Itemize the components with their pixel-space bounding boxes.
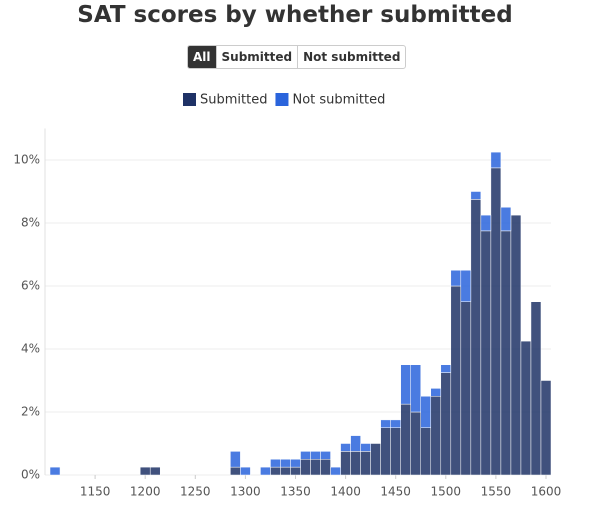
bar [480,230,492,476]
bar [350,451,361,476]
bar [480,214,492,232]
bar [410,411,421,476]
bar [260,466,271,476]
bar [540,380,552,476]
bar [280,459,291,468]
bar [149,466,161,476]
bar [460,301,472,476]
bar [400,364,411,405]
bar [430,396,442,476]
bar [440,372,452,476]
bar [470,191,482,200]
bar [490,167,502,476]
bar [420,396,432,428]
bar [380,419,391,428]
bar [270,466,281,476]
x-tick-label: 1250 [180,485,211,499]
bar [390,419,401,428]
bar [350,435,361,452]
bar [420,427,432,476]
bar [230,451,241,468]
bar [330,466,341,476]
bar [300,459,311,476]
y-tick-label: 6% [21,279,40,293]
bar [520,340,532,476]
legend-label: Submitted [200,93,267,108]
bar [440,364,452,373]
bar [360,443,371,452]
bar [490,151,502,169]
legend-label: Not submitted [292,93,385,108]
bar [240,466,251,476]
filter-button[interactable]: Submitted [215,46,298,68]
x-tick-label: 1150 [80,485,111,499]
x-tick-label: 1500 [431,485,462,499]
bar [370,443,381,476]
bar [430,388,442,397]
bar [320,451,331,460]
bar [310,451,321,460]
bar [450,270,462,287]
bar [360,451,371,476]
y-tick-label: 0% [21,468,40,482]
y-tick-label: 8% [21,216,40,230]
bar [500,207,512,232]
x-tick-label: 1450 [380,485,411,499]
y-tick-label: 4% [21,342,40,356]
bar [320,459,331,476]
bar [310,459,321,476]
bar [460,270,472,302]
legend-swatch [183,93,196,106]
bar [390,427,401,476]
x-tick-label: 1400 [330,485,361,499]
y-tick-label: 2% [21,405,40,419]
bar [280,466,291,476]
x-tick-label: 1550 [481,485,512,499]
bar [470,199,482,476]
bar [270,459,281,468]
filter-group: All Submitted Not submitted [187,45,407,69]
bar [340,443,351,452]
legend-swatch [275,93,289,106]
bar [290,466,301,476]
bar [380,427,391,476]
x-tick-label: 1600 [531,485,562,499]
bar [49,466,61,476]
bar [290,459,301,468]
bar [450,285,462,476]
bar [300,451,311,460]
x-tick-label: 1200 [130,485,161,499]
chart-title: SAT scores by whether submitted [77,2,513,28]
filter-button[interactable]: Not submitted [297,46,405,68]
y-tick-label: 10% [13,153,40,167]
bar [400,403,411,476]
x-tick-label: 1300 [230,485,261,499]
bar [340,451,351,476]
bar [510,214,522,476]
bar [410,364,421,413]
bar [500,230,512,476]
filter-button[interactable]: All [188,46,216,68]
bar [230,466,241,476]
x-tick-label: 1350 [280,485,311,499]
bar [530,301,542,476]
bar [139,466,151,476]
